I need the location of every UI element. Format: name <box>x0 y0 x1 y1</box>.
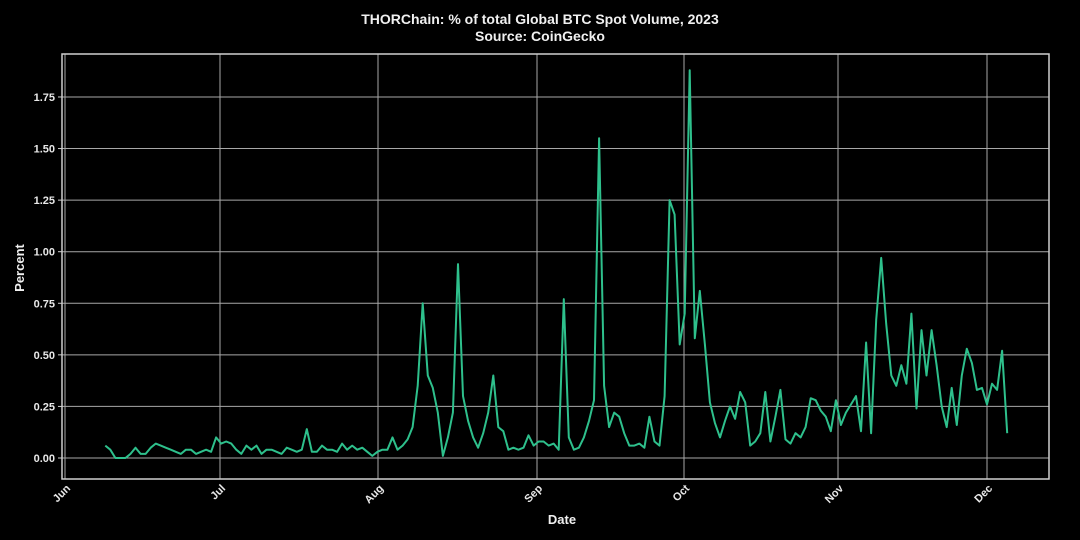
x-axis-label: Date <box>548 512 576 527</box>
y-tick-label: 0.00 <box>34 453 55 465</box>
y-tick-label: 1.50 <box>34 144 55 156</box>
x-axis-ticks: Jun Jul Aug Sep Oct Nov Dec <box>51 482 995 506</box>
x-tick-label: Jul <box>208 483 228 503</box>
x-tick-label: Sep <box>522 482 545 505</box>
y-axis-ticks: 0.00 0.25 0.50 0.75 1.00 1.25 1.50 1.75 <box>34 92 62 465</box>
y-tick-label: 0.25 <box>34 401 55 413</box>
y-axis-label: Percent <box>12 243 27 291</box>
x-tick-label: Aug <box>363 483 387 507</box>
y-tick-label: 1.75 <box>34 92 55 104</box>
x-tick-label: Oct <box>671 482 693 504</box>
y-tick-label: 1.00 <box>34 247 55 259</box>
data-series-line <box>104 69 1009 459</box>
chart-subtitle: Source: CoinGecko <box>475 28 605 44</box>
x-tick-label: Nov <box>823 482 847 506</box>
x-tick-label: Dec <box>972 483 995 506</box>
x-tick-label: Jun <box>51 482 74 505</box>
y-tick-label: 0.75 <box>34 298 55 310</box>
chart-title: THORChain: % of total Global BTC Spot Vo… <box>361 11 719 27</box>
y-tick-label: 0.50 <box>34 350 55 362</box>
plot-frame <box>61 53 1050 480</box>
grid-lines <box>62 54 1049 479</box>
y-tick-label: 1.25 <box>34 195 55 207</box>
